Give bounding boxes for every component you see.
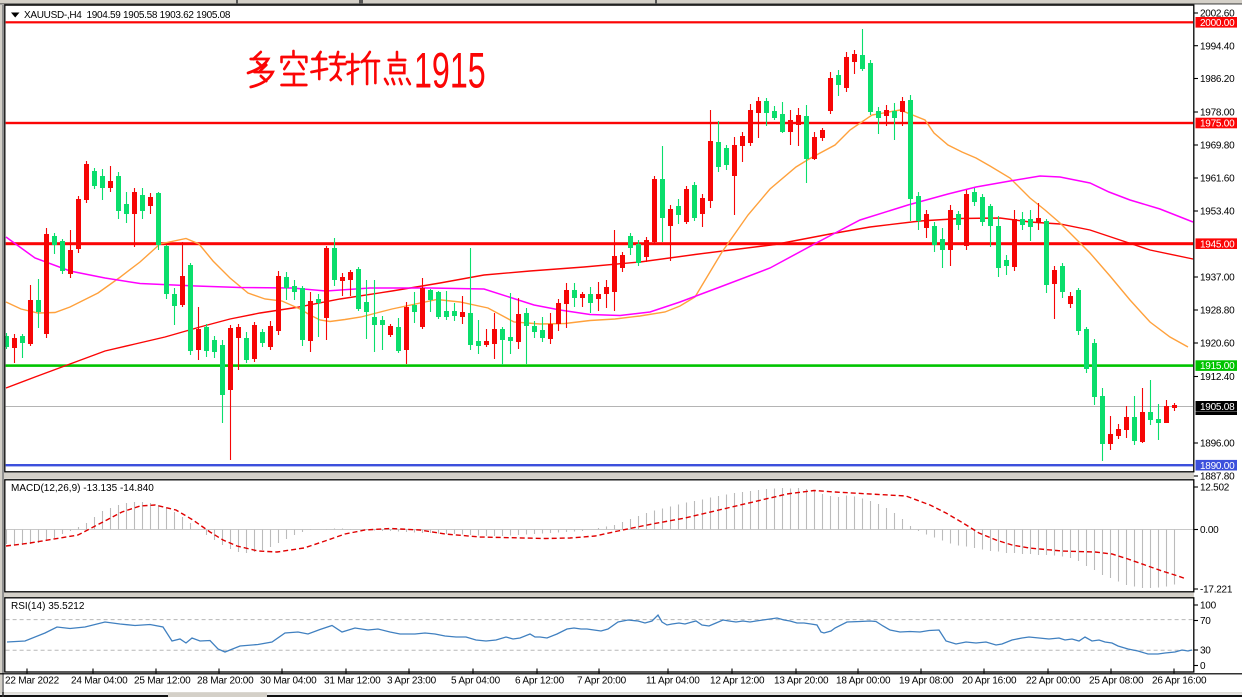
svg-text:13 Apr 20:00: 13 Apr 20:00 [774,676,829,687]
svg-text:1887.80: 1887.80 [1200,472,1235,483]
svg-text:1912.40: 1912.40 [1200,372,1235,383]
svg-text:1896.00: 1896.00 [1200,439,1235,450]
svg-text:100: 100 [1200,601,1217,612]
svg-text:30 Mar 04:00: 30 Mar 04:00 [260,676,317,687]
svg-text:1915: 1915 [414,42,486,98]
svg-text:28 Mar 20:00: 28 Mar 20:00 [197,676,254,687]
svg-text:25 Mar 12:00: 25 Mar 12:00 [134,676,191,687]
svg-text:1945.00: 1945.00 [1200,239,1235,250]
svg-text:XAUUSD-,H4 1904.59 1905.58 19: XAUUSD-,H4 1904.59 1905.58 1903.62 1905.… [24,10,231,21]
svg-text:11 Apr 04:00: 11 Apr 04:00 [646,676,700,687]
svg-text:1961.60: 1961.60 [1200,174,1235,185]
svg-text:1986.20: 1986.20 [1200,74,1235,85]
svg-text:25 Apr 08:00: 25 Apr 08:00 [1089,676,1144,687]
svg-text:MACD(12,26,9) -13.135 -14.840: MACD(12,26,9) -13.135 -14.840 [11,483,154,494]
svg-text:24 Mar 04:00: 24 Mar 04:00 [71,676,128,687]
svg-text:20 Apr 16:00: 20 Apr 16:00 [962,676,1017,687]
svg-text:12.502: 12.502 [1200,483,1230,494]
svg-text:RSI(14) 35.5212: RSI(14) 35.5212 [11,601,85,612]
svg-text:5 Apr 04:00: 5 Apr 04:00 [451,676,501,687]
svg-text:2002.60: 2002.60 [1200,9,1235,20]
svg-text:22 Apr 00:00: 22 Apr 00:00 [1026,676,1081,687]
svg-text:1890.00: 1890.00 [1200,461,1235,472]
svg-text:70: 70 [1200,616,1211,627]
svg-text:1928.80: 1928.80 [1200,306,1235,317]
svg-text:-17.221: -17.221 [1200,585,1233,596]
svg-text:3 Apr 23:00: 3 Apr 23:00 [387,676,437,687]
svg-text:1920.60: 1920.60 [1200,339,1235,350]
svg-text:1953.40: 1953.40 [1200,207,1235,218]
svg-text:12 Apr 12:00: 12 Apr 12:00 [710,676,765,687]
svg-text:22 Mar 2022: 22 Mar 2022 [5,676,60,687]
svg-text:1905.08: 1905.08 [1200,402,1235,413]
svg-text:18 Apr 00:00: 18 Apr 00:00 [836,676,891,687]
svg-text:2000.00: 2000.00 [1200,18,1235,29]
svg-text:31 Mar 12:00: 31 Mar 12:00 [324,676,381,687]
svg-text:30: 30 [1200,646,1211,657]
svg-text:19 Apr 08:00: 19 Apr 08:00 [899,676,954,687]
svg-text:7 Apr 20:00: 7 Apr 20:00 [577,676,627,687]
svg-text:0: 0 [1200,661,1206,672]
svg-text:1937.00: 1937.00 [1200,273,1235,284]
svg-text:1969.80: 1969.80 [1200,141,1235,152]
svg-text:26 Apr 16:00: 26 Apr 16:00 [1152,676,1207,687]
svg-text:0.00: 0.00 [1200,525,1219,536]
svg-text:1915.00: 1915.00 [1200,361,1235,372]
svg-text:1994.40: 1994.40 [1200,41,1235,52]
svg-text:6 Apr 12:00: 6 Apr 12:00 [515,676,565,687]
svg-text:1975.00: 1975.00 [1200,119,1235,130]
svg-text:1978.00: 1978.00 [1200,108,1235,119]
